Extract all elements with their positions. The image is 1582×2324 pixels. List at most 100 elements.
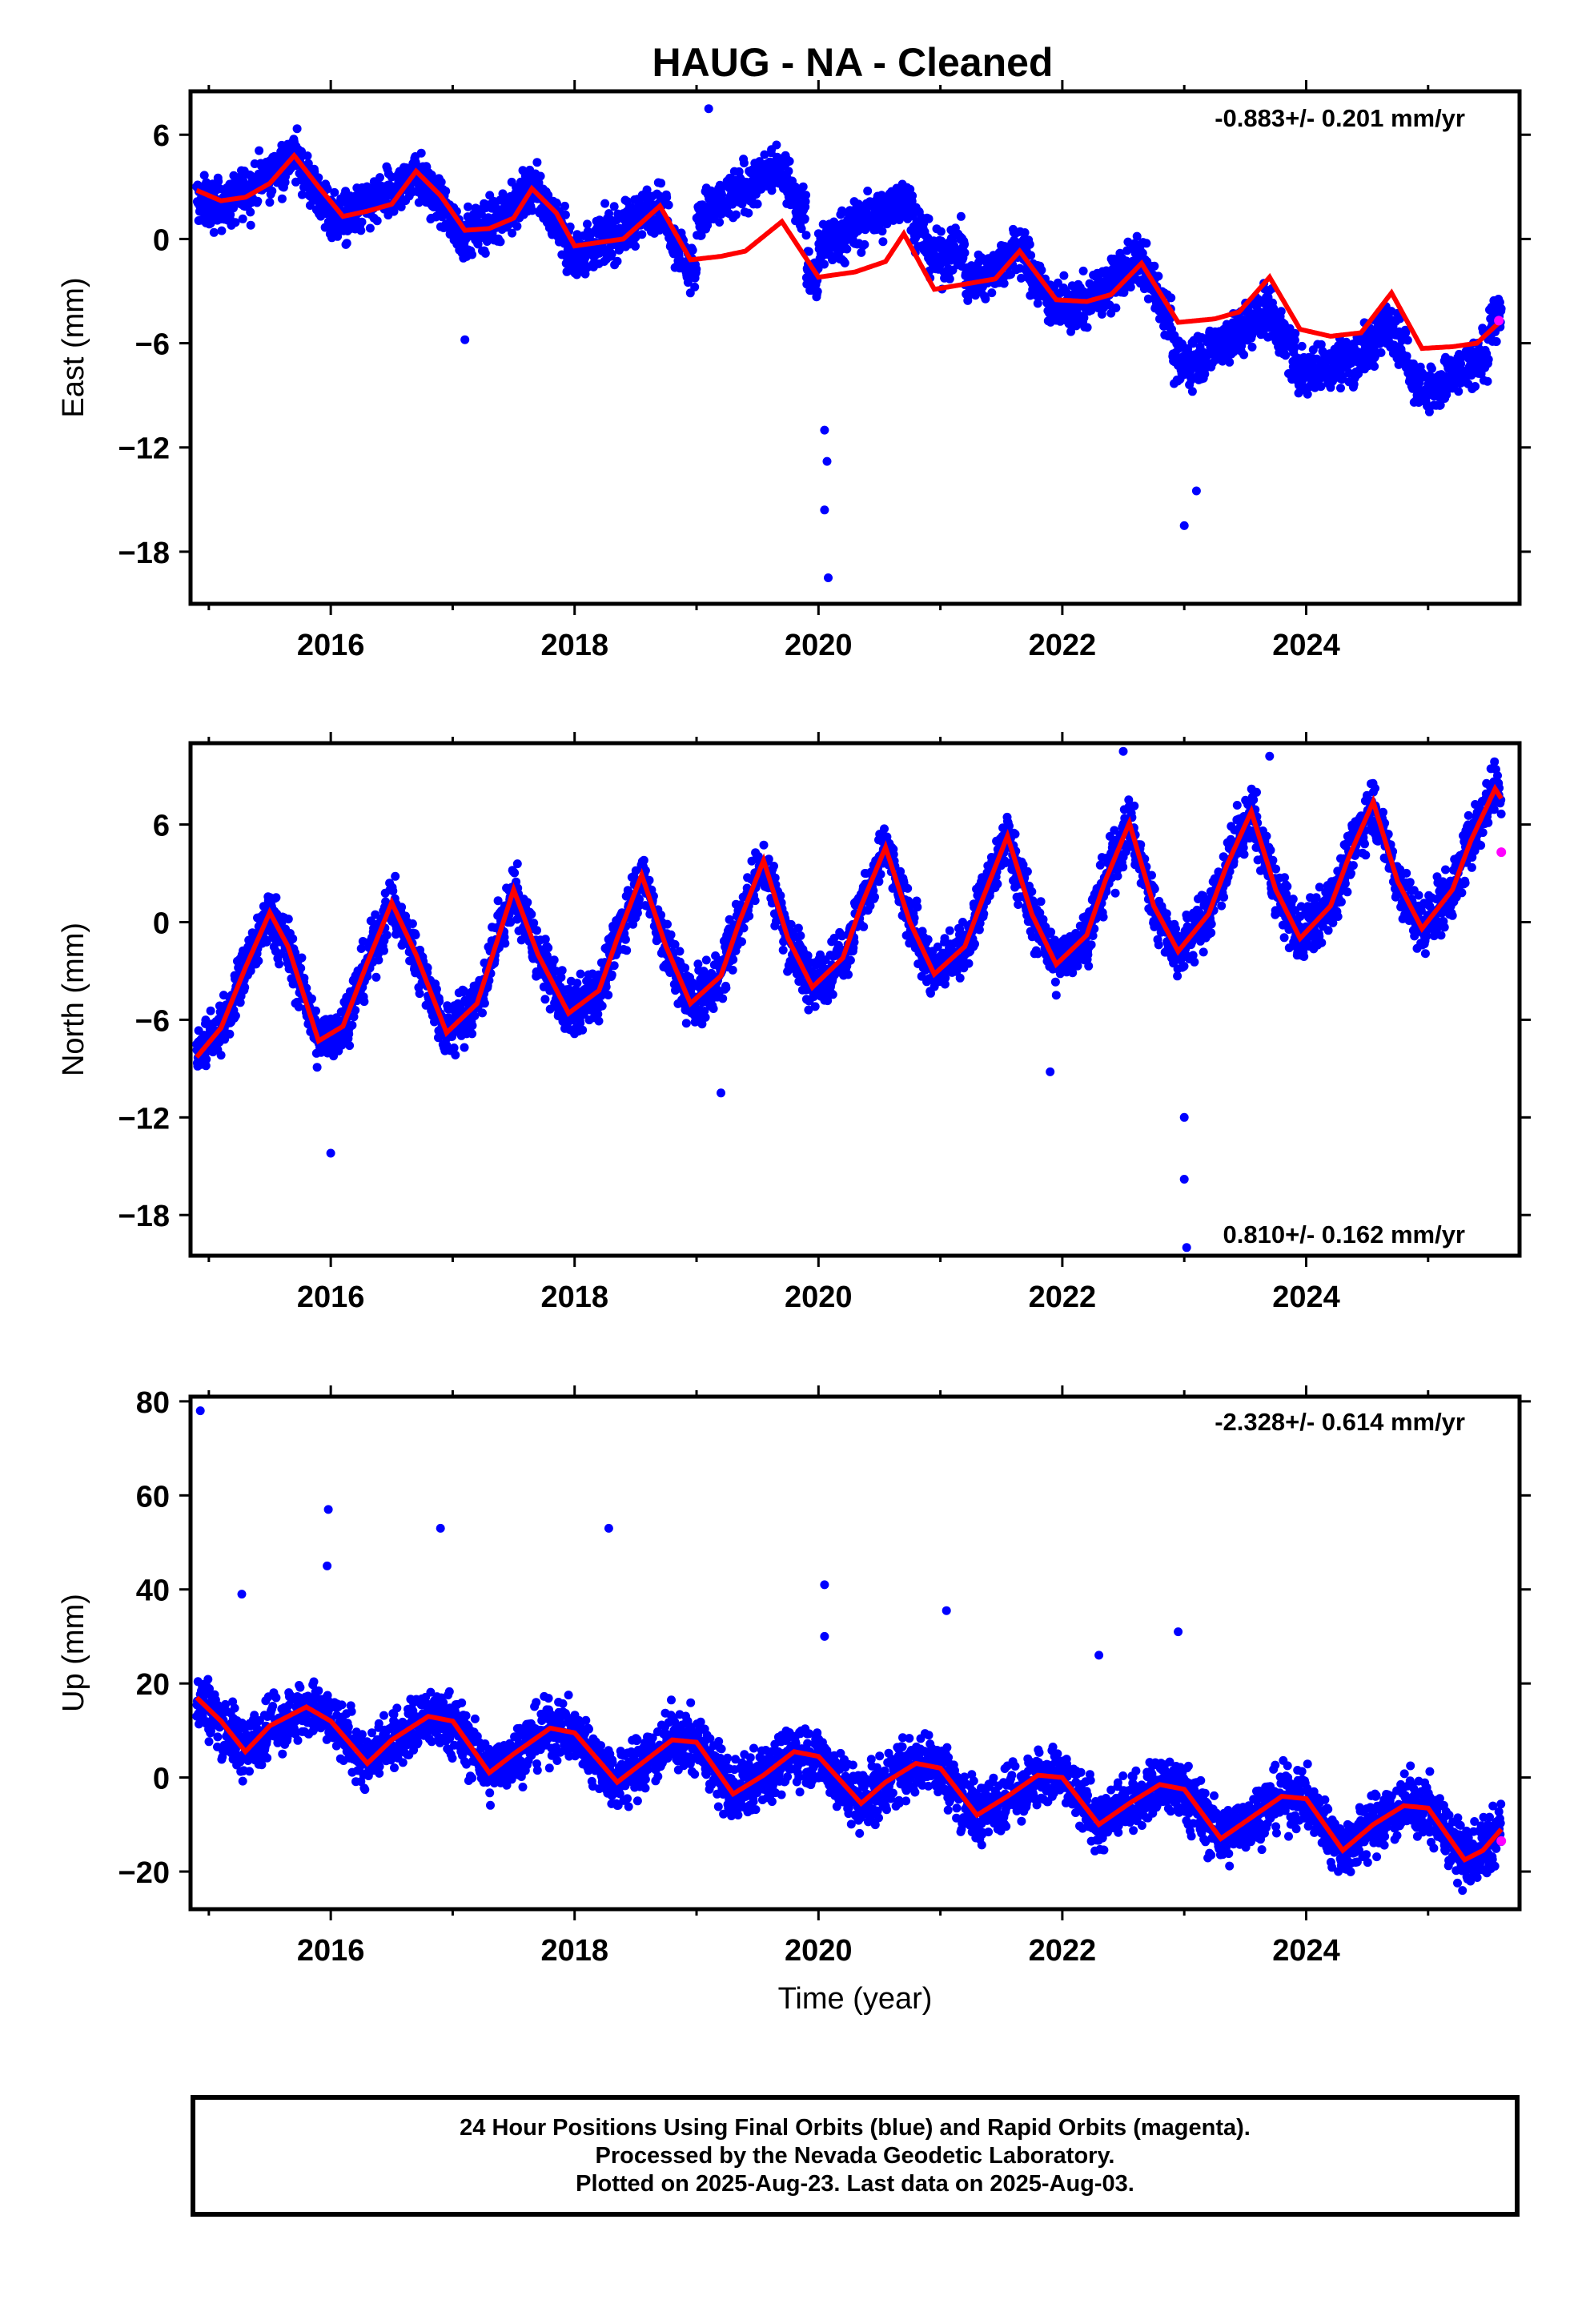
data-point-east	[801, 231, 811, 240]
data-point-north	[216, 1051, 226, 1060]
data-point-east	[267, 187, 277, 195]
data-point-east	[552, 199, 561, 208]
data-point-east	[365, 223, 375, 233]
data-point-east	[414, 198, 424, 207]
data-point-east	[1376, 348, 1386, 357]
data-point-north	[288, 934, 298, 943]
data-point-north	[594, 1016, 604, 1026]
data-point-east	[987, 288, 997, 298]
data-point-north	[202, 1055, 211, 1064]
data-point-north	[607, 970, 616, 979]
data-point-east	[1187, 387, 1197, 396]
plot-frame-north	[188, 741, 1522, 1258]
data-point-east	[480, 248, 490, 258]
data-point-east	[692, 264, 701, 274]
data-point-east	[785, 156, 794, 166]
data-point-north	[312, 1063, 322, 1072]
data-point-north	[391, 871, 400, 881]
data-point-east	[877, 227, 887, 236]
data-point-east	[924, 214, 934, 223]
data-point-east	[878, 237, 888, 247]
data-point-north	[620, 935, 630, 944]
data-point-east	[436, 177, 446, 187]
data-point-north	[408, 919, 417, 928]
data-point-east	[1336, 384, 1345, 393]
data-point-east	[739, 159, 749, 167]
data-point-east	[981, 294, 990, 304]
y-tick-label-east: −12	[118, 432, 170, 466]
data-point-north	[388, 887, 398, 895]
data-point-east	[508, 228, 517, 238]
data-point-east	[753, 199, 762, 209]
data-point-north	[231, 1011, 240, 1020]
data-point-east	[612, 256, 622, 266]
data-point-east	[303, 151, 312, 161]
points-north	[192, 746, 1506, 1252]
data-point-east	[238, 214, 247, 223]
data-point-east	[798, 182, 808, 191]
data-point-east	[532, 158, 542, 167]
data-point-north	[523, 898, 532, 907]
data-point-north	[254, 956, 263, 966]
data-point-east	[372, 216, 382, 226]
y-tick-label-east: −18	[118, 537, 170, 570]
x-tick-label-east: 2020	[785, 629, 853, 662]
data-point-east	[960, 248, 970, 258]
data-point-north	[345, 1041, 355, 1051]
data-point-east	[1370, 362, 1379, 371]
data-point-north	[597, 1001, 607, 1011]
x-tick-label-east: 2016	[297, 629, 365, 662]
y-tick-label-east: 0	[153, 223, 170, 257]
data-point-east	[1111, 304, 1121, 312]
outlier-point-east	[1179, 521, 1189, 530]
data-point-east	[688, 245, 697, 255]
data-point-north	[549, 955, 559, 965]
data-point-east	[387, 172, 396, 182]
data-point-east	[330, 187, 339, 197]
data-point-east	[860, 239, 869, 249]
data-point-east	[246, 220, 255, 230]
data-point-east	[690, 282, 700, 292]
data-point-east	[1078, 266, 1088, 275]
y-tick-label-east: 6	[153, 119, 170, 153]
data-point-east	[314, 173, 323, 183]
data-point-east	[476, 209, 486, 219]
data-point-north	[271, 893, 281, 903]
data-point-north	[572, 979, 582, 988]
data-point-east	[1496, 304, 1506, 313]
data-point-east	[945, 274, 954, 283]
data-point-north	[451, 1050, 460, 1059]
data-point-east	[631, 242, 640, 251]
data-point-east	[496, 237, 505, 247]
data-point-east	[772, 140, 781, 150]
data-point-east	[231, 218, 240, 227]
data-point-east	[1297, 341, 1307, 351]
data-point-east	[292, 124, 302, 134]
data-point-east	[277, 194, 287, 203]
data-point-north	[225, 1029, 235, 1039]
data-point-east	[813, 287, 822, 296]
data-point-east	[840, 258, 849, 267]
data-point-east	[217, 226, 227, 235]
x-tick-label-east: 2022	[1029, 629, 1097, 662]
data-point-east	[936, 227, 946, 236]
data-point-east	[662, 193, 672, 202]
data-point-east	[1150, 261, 1159, 271]
data-point-north	[576, 969, 585, 979]
data-point-north	[512, 859, 522, 869]
data-point-east	[356, 226, 366, 235]
data-point-north	[527, 910, 536, 919]
data-point-north	[544, 943, 553, 953]
data-point-east	[215, 184, 225, 194]
data-point-east	[468, 250, 477, 259]
data-point-east	[333, 231, 343, 241]
data-point-east	[744, 208, 753, 218]
data-point-north	[371, 972, 381, 982]
data-point-east	[534, 178, 544, 187]
rapid-points-east	[1494, 316, 1504, 326]
data-point-east	[1303, 389, 1312, 399]
data-point-north	[283, 915, 293, 924]
data-point-east	[229, 203, 238, 213]
